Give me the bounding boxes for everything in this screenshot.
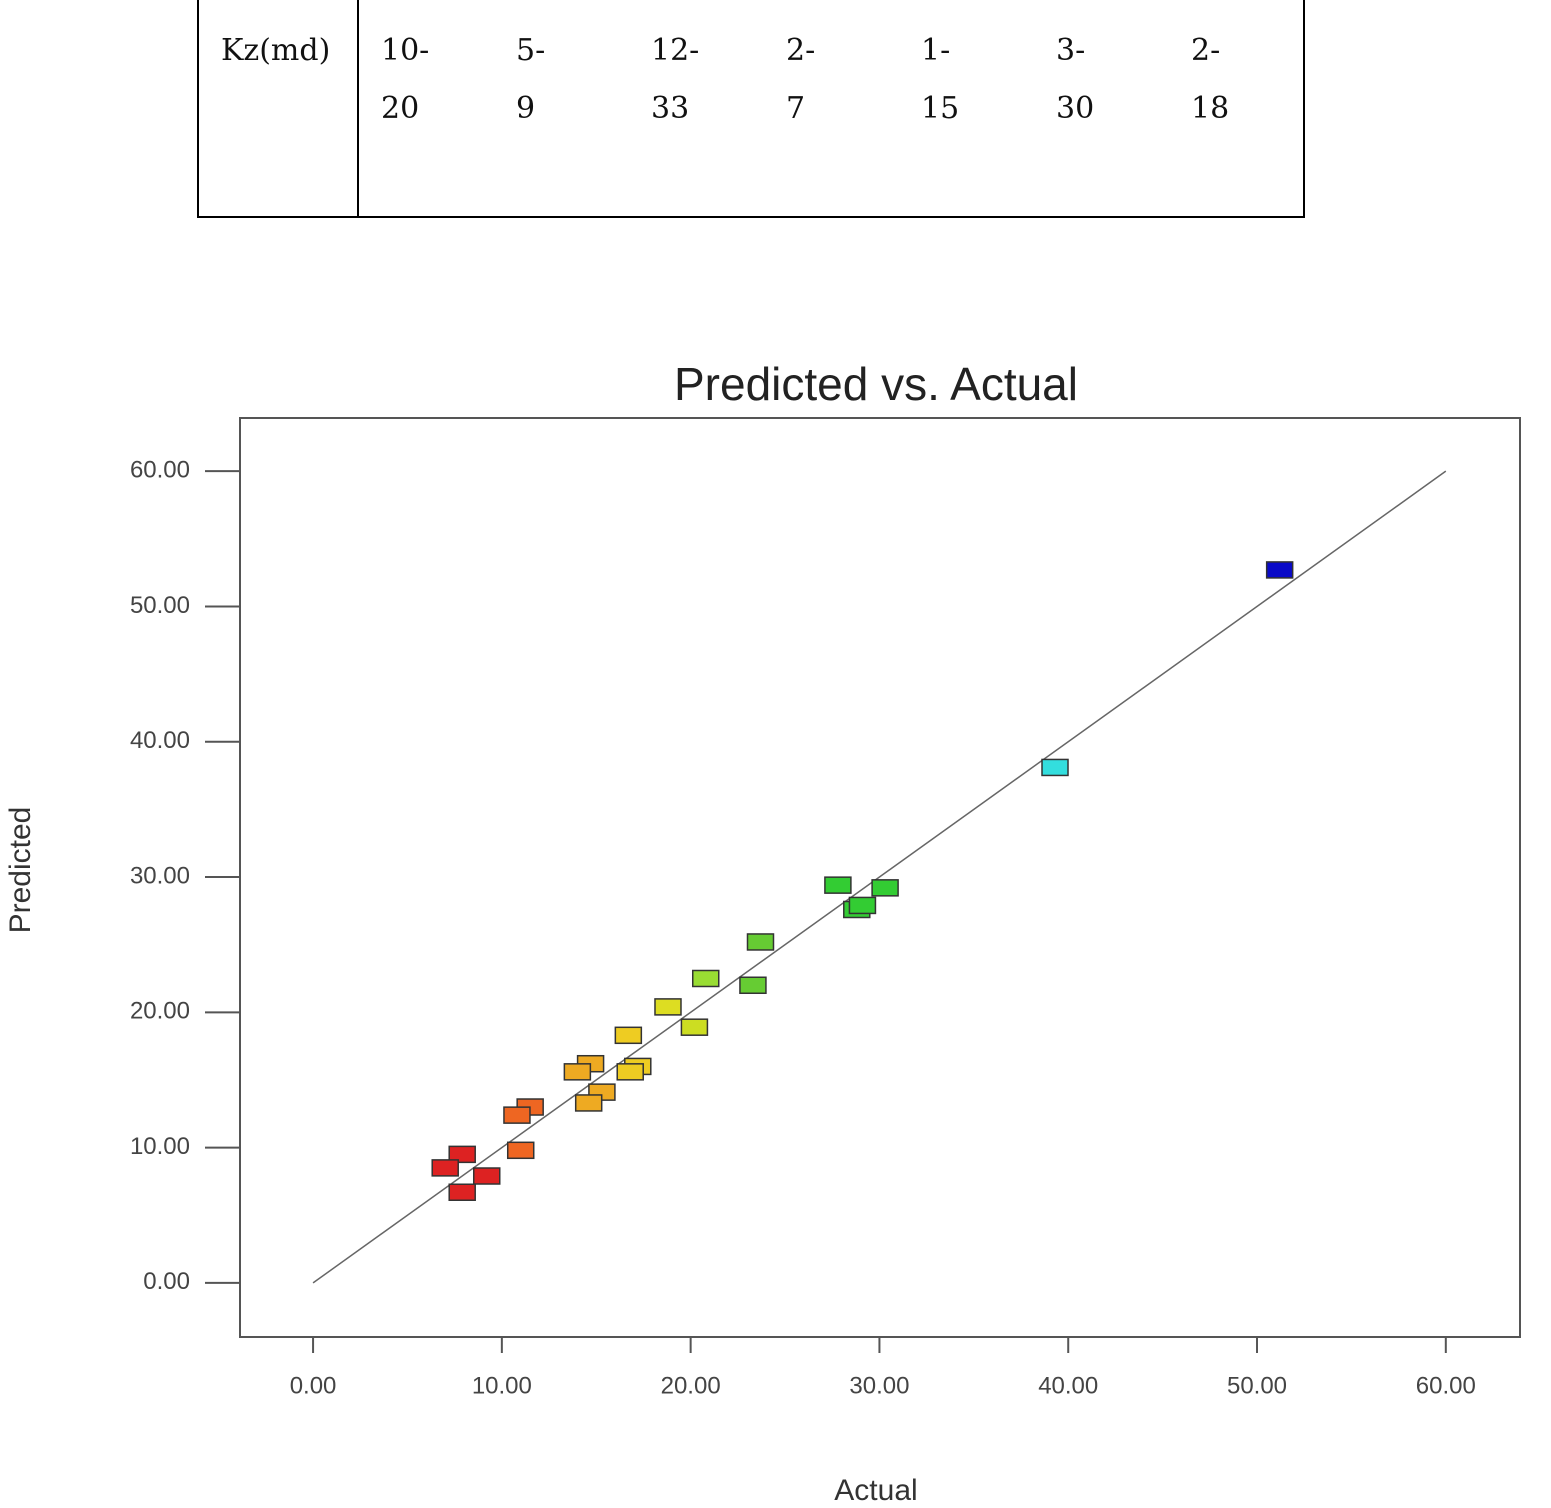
point [448, 1145, 476, 1164]
point [739, 976, 767, 995]
x-tick-label: 0.00 [290, 1372, 337, 1399]
cell-text: 12- [651, 33, 700, 68]
table-cell: 3- 30 [1056, 22, 1094, 138]
point [654, 998, 682, 1016]
y-tick-label: 0.00 [143, 1268, 190, 1295]
y-tick-label: 40.00 [130, 727, 190, 754]
cell-text: 7 [786, 91, 806, 126]
x-axis-label: Actual [834, 1474, 917, 1507]
cell-text: 10- [381, 33, 430, 68]
chart-title: Predicted vs. Actual [674, 358, 1078, 410]
table-cell: 10- 20 [381, 22, 429, 138]
point [616, 1063, 644, 1081]
point [563, 1063, 592, 1081]
y-tick-label: 10.00 [130, 1133, 190, 1160]
x-tick-label: 50.00 [1227, 1372, 1287, 1399]
x-tick-label: 60.00 [1416, 1372, 1476, 1399]
table-cell: 2- 18 [1191, 22, 1229, 138]
point [472, 1167, 501, 1185]
point [848, 896, 877, 915]
table: Kz(md) 10- 20 5- 9 12- 33 2- 7 1- 15 3- 30 2- 18 [197, 0, 1305, 218]
x-tick-label: 20.00 [661, 1372, 721, 1399]
x-tick-label: 10.00 [472, 1372, 532, 1399]
table-cell: 12- 33 [651, 22, 699, 138]
point [614, 1026, 643, 1045]
x-tick-label: 40.00 [1038, 1372, 1098, 1399]
table-cell: 1- 15 [921, 22, 959, 138]
y-tick-label: 50.00 [130, 592, 190, 619]
point [746, 933, 775, 951]
point [431, 1159, 459, 1177]
point [824, 876, 852, 894]
cell-text: 33 [651, 91, 690, 126]
cell-text: 2- [786, 33, 816, 68]
y-tick-label: 60.00 [130, 457, 190, 484]
cell-text: 20 [381, 91, 420, 126]
cell-text: Kz(md) [221, 33, 331, 68]
point [503, 1106, 531, 1124]
cell-text: 2- [1191, 33, 1221, 68]
y-axis-label: Predicted [4, 807, 37, 934]
point [1041, 758, 1069, 777]
table-cell: 5- 9 [516, 22, 545, 138]
point [1265, 561, 1294, 579]
point [506, 1141, 535, 1160]
identity-line [312, 470, 1447, 1284]
cell-text: 9 [516, 91, 536, 126]
y-tick-label: 20.00 [130, 998, 190, 1025]
point [680, 1018, 709, 1036]
table-cell: Kz(md) [221, 22, 330, 80]
y-tick-label: 30.00 [130, 862, 190, 889]
cell-text: 18 [1191, 91, 1230, 126]
table-cell: 2- 7 [786, 22, 815, 138]
x-tick-label: 30.00 [849, 1372, 909, 1399]
point [574, 1094, 603, 1112]
point [448, 1183, 476, 1201]
point [871, 879, 899, 897]
cell-text: 3- [1056, 33, 1086, 68]
point [691, 969, 720, 988]
cell-text: 1- [921, 33, 951, 68]
cell-text: 5- [516, 33, 546, 68]
cell-text: 30 [1056, 91, 1095, 126]
column-divider [357, 0, 359, 216]
cell-text: 15 [921, 91, 960, 126]
